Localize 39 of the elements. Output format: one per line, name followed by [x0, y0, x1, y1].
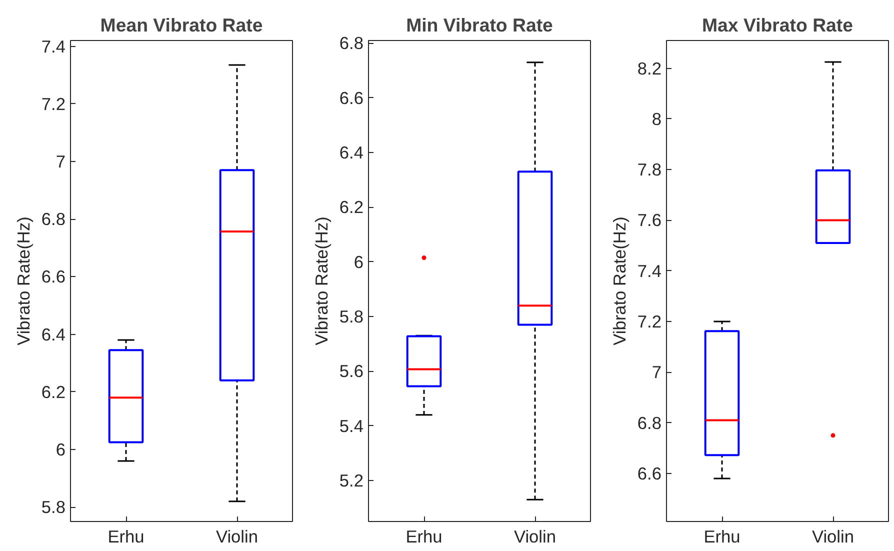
y-tick-label: 6 — [56, 439, 66, 460]
y-axis-title: Vibrato Rate(Hz) — [311, 216, 332, 346]
x-tick-label: Violin — [514, 526, 556, 546]
x-tick-label: Violin — [812, 526, 854, 546]
y-tick-label: 5.8 — [41, 497, 66, 518]
y-tick-label: 6.6 — [339, 88, 364, 108]
y-tick-label: 7.6 — [637, 210, 662, 230]
y-tick-label: 6.6 — [41, 266, 66, 287]
y-tick-label: 8.2 — [637, 58, 662, 78]
chart-title: Min Vibrato Rate — [406, 14, 553, 36]
y-tick-label: 5.6 — [339, 361, 364, 382]
y-tick-label: 6.6 — [637, 463, 662, 484]
y-tick-label: 5.4 — [339, 416, 364, 436]
y-tick-label: 6.4 — [339, 142, 364, 163]
y-tick-label: 7 — [56, 151, 66, 172]
y-tick-label: 6.8 — [637, 412, 662, 433]
y-tick-label: 7 — [652, 362, 662, 382]
y-tick-label: 6.4 — [41, 324, 66, 344]
chart-title: Max Vibrato Rate — [702, 14, 854, 36]
y-tick-label: 6.2 — [41, 382, 66, 402]
y-axis-title: Vibrato Rate(Hz) — [13, 216, 34, 346]
x-tick-label: Erhu — [108, 526, 144, 546]
y-tick-label: 5.8 — [339, 306, 364, 327]
y-tick-label: 6.2 — [339, 197, 364, 218]
y-tick-label: 6.8 — [339, 33, 364, 54]
y-tick-label: 7.4 — [41, 36, 66, 56]
y-tick-label: 7.8 — [637, 160, 662, 180]
y-tick-label: 7.2 — [637, 312, 662, 332]
y-tick-label: 6 — [354, 252, 364, 272]
chart-title: Mean Vibrato Rate — [100, 14, 263, 36]
y-axis-title: Vibrato Rate(Hz) — [609, 216, 630, 346]
x-tick-label: Violin — [216, 526, 258, 546]
y-tick-label: 8 — [652, 108, 662, 129]
y-tick-label: 7.4 — [637, 260, 662, 281]
y-tick-label: 6.8 — [41, 209, 66, 230]
y-tick-label: 7.2 — [41, 94, 66, 114]
y-tick-label: 5.2 — [339, 470, 364, 491]
x-tick-label: Erhu — [704, 526, 740, 546]
x-tick-label: Erhu — [406, 526, 442, 546]
